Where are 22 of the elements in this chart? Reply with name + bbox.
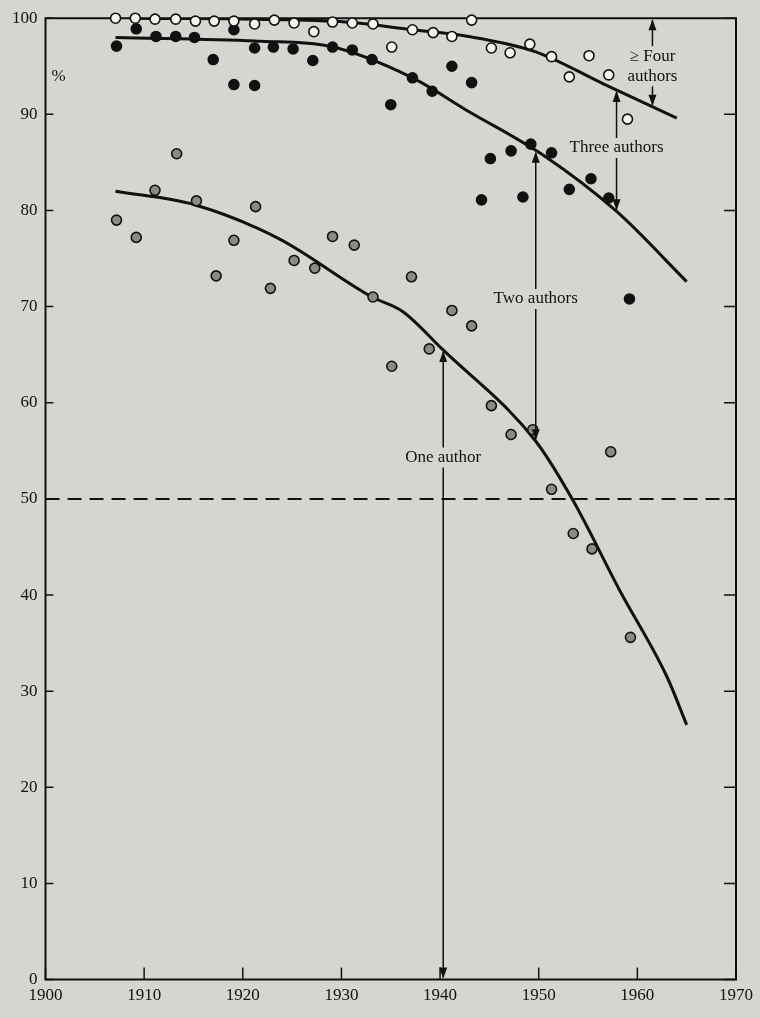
annotation: ≥ Four authors bbox=[627, 45, 678, 85]
x-tick-label: 1970 bbox=[719, 985, 753, 1005]
y-tick-label: 80 bbox=[20, 199, 38, 219]
x-tick-label: 1910 bbox=[127, 985, 162, 1005]
y-axis-title: % bbox=[51, 65, 66, 85]
y-tick-label: 50 bbox=[20, 488, 38, 508]
x-tick-label: 1940 bbox=[423, 985, 458, 1005]
y-tick-label: 20 bbox=[20, 776, 38, 796]
annotation: One author bbox=[405, 447, 482, 467]
x-tick-label: 1960 bbox=[620, 985, 655, 1005]
y-tick-label: 100 bbox=[12, 7, 38, 27]
x-tick-label: 1930 bbox=[324, 985, 359, 1005]
y-tick-label: 70 bbox=[20, 296, 38, 316]
x-tick-label: 1920 bbox=[225, 985, 260, 1005]
x-tick-label: 1950 bbox=[521, 985, 556, 1005]
y-tick-label: 10 bbox=[20, 872, 38, 892]
y-tick-label: 60 bbox=[20, 392, 38, 412]
annotation: Three authors bbox=[569, 137, 664, 157]
y-tick-label: 90 bbox=[20, 103, 38, 123]
y-tick-label: 40 bbox=[20, 584, 38, 604]
y-tick-label: 30 bbox=[20, 680, 38, 700]
annotation: Two authors bbox=[493, 288, 578, 308]
